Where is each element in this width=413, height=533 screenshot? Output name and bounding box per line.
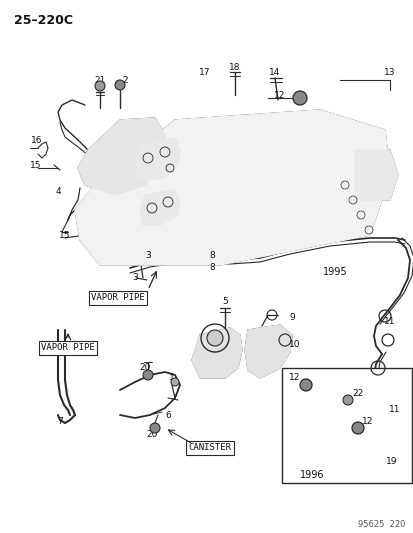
Text: 20: 20 (146, 431, 157, 440)
Circle shape (342, 395, 352, 405)
Text: 1: 1 (169, 374, 174, 383)
Text: 15: 15 (59, 231, 71, 240)
Polygon shape (78, 118, 165, 195)
Text: 25–220C: 25–220C (14, 14, 73, 27)
Circle shape (351, 422, 363, 434)
Text: 20: 20 (139, 364, 150, 373)
Circle shape (206, 330, 223, 346)
Circle shape (299, 379, 311, 391)
Text: 15: 15 (30, 160, 42, 169)
Text: 2: 2 (122, 76, 128, 85)
Text: 12: 12 (274, 91, 285, 100)
Polygon shape (140, 190, 180, 225)
Polygon shape (75, 110, 389, 265)
Text: 4: 4 (55, 188, 61, 197)
Text: 1995: 1995 (322, 267, 347, 277)
Text: 19: 19 (385, 457, 397, 466)
Circle shape (95, 81, 105, 91)
Text: 5: 5 (222, 297, 227, 306)
Circle shape (150, 423, 159, 433)
Text: VAPOR PIPE: VAPOR PIPE (91, 294, 145, 303)
Text: 3: 3 (132, 273, 138, 282)
Circle shape (142, 370, 153, 380)
Text: 14: 14 (269, 68, 280, 77)
Polygon shape (244, 325, 291, 378)
Polygon shape (354, 150, 397, 200)
Text: 6: 6 (165, 411, 171, 421)
Circle shape (171, 378, 178, 386)
Text: 16: 16 (31, 135, 43, 144)
Circle shape (292, 91, 306, 105)
Polygon shape (192, 328, 242, 378)
Polygon shape (195, 348, 199, 362)
Text: 10: 10 (289, 341, 300, 350)
Polygon shape (135, 138, 180, 180)
Text: 1996: 1996 (299, 470, 324, 480)
Text: 12: 12 (361, 417, 373, 426)
Text: 21: 21 (94, 76, 105, 85)
Text: 22: 22 (351, 390, 363, 399)
Text: 12: 12 (289, 374, 300, 383)
Text: 95625  220: 95625 220 (357, 521, 404, 529)
Text: CANISTER: CANISTER (188, 443, 231, 453)
Text: 8: 8 (209, 263, 214, 272)
Text: 17: 17 (199, 68, 210, 77)
Bar (281, 368, 411, 483)
Text: VAPOR PIPE: VAPOR PIPE (41, 343, 95, 352)
Text: 11: 11 (388, 406, 400, 415)
Text: 13: 13 (383, 68, 395, 77)
Text: 8: 8 (209, 251, 214, 260)
Text: 3: 3 (145, 251, 150, 260)
Text: 11: 11 (383, 318, 395, 327)
Text: 18: 18 (229, 62, 240, 71)
Text: 7: 7 (57, 417, 63, 426)
Circle shape (115, 80, 125, 90)
Text: 9: 9 (288, 313, 294, 322)
